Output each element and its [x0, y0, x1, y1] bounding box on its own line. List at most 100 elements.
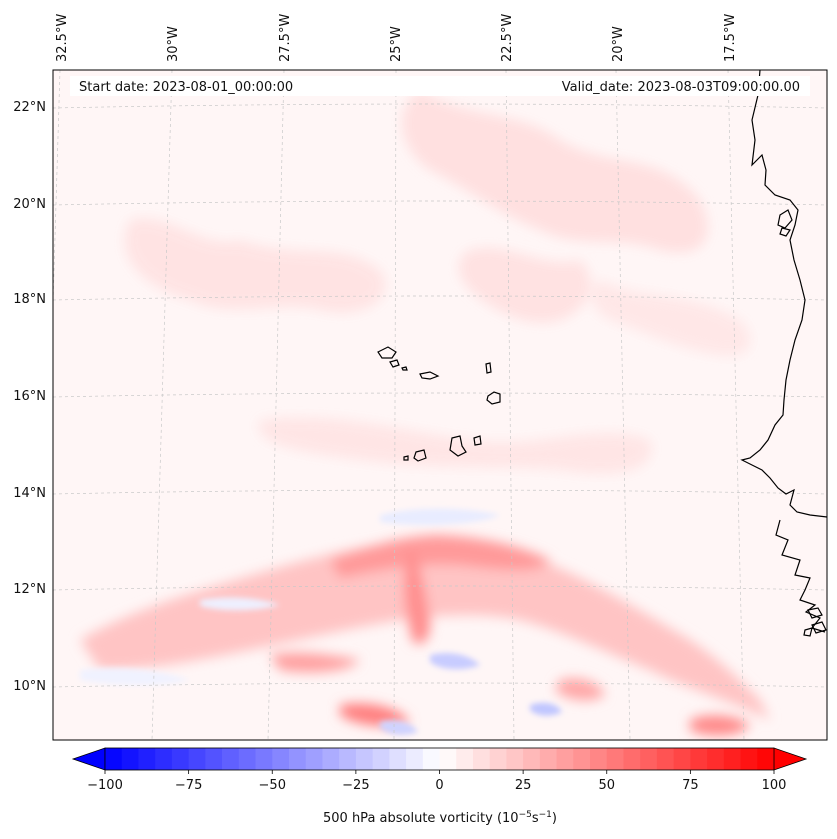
- colorbar-tick-label: −75: [175, 778, 202, 793]
- latitude-labels: 22°N 20°N 18°N 16°N 14°N 12°N 10°N: [13, 100, 46, 694]
- island-boa-vista: [486, 391, 501, 405]
- coast-island-b: [779, 227, 791, 237]
- colorbar-step: [188, 748, 206, 770]
- meridian-17.5W: [727, 70, 745, 740]
- colorbar-step: [121, 748, 139, 770]
- colorbar-step: [573, 748, 591, 770]
- island-santo-antao: [377, 346, 397, 359]
- colorbar-step: [707, 748, 725, 770]
- colorbar-step: [590, 748, 608, 770]
- colorbar-step: [556, 748, 574, 770]
- colorbar-step: [472, 748, 491, 770]
- lon-label: 30°W: [166, 26, 181, 62]
- colorbar-step: [389, 748, 407, 770]
- coastlines: [377, 70, 827, 637]
- meridian-27.5W: [267, 70, 285, 740]
- colorbar-step: [288, 748, 307, 770]
- colorbar-tick-label: 25: [515, 778, 532, 793]
- colorbar-step: [439, 748, 457, 770]
- colorbar-step: [355, 748, 374, 770]
- lon-label: 17.5°W: [723, 14, 738, 62]
- colorbar-step: [506, 748, 524, 770]
- colorbar-step: [606, 748, 624, 770]
- colorbar-step: [523, 748, 541, 770]
- start-date-label: Start date: 2023-08-01_00:00:00: [79, 80, 293, 95]
- bijagos-island-a: [807, 607, 823, 619]
- colorbar-tick-label: 75: [682, 778, 699, 793]
- colorbar-step: [222, 748, 240, 770]
- lat-label: 22°N: [13, 100, 46, 115]
- lon-label: 27.5°W: [278, 14, 293, 62]
- colorbar-step: [339, 748, 357, 770]
- colorbar-tick-label: −50: [259, 778, 286, 793]
- lat-label: 14°N: [13, 486, 46, 501]
- colorbar-step: [305, 748, 323, 770]
- lon-label: 20°W: [611, 26, 626, 62]
- colorbar-step: [372, 748, 390, 770]
- map-panel: Start date: 2023-08-01_00:00:00 Valid_da…: [53, 70, 827, 740]
- meridian-20W: [615, 70, 631, 740]
- island-fogo: [413, 449, 427, 462]
- parallel-14N: [53, 489, 827, 495]
- longitude-labels: 32.5°W 30°W 27.5°W 25°W 22.5°W 20°W 17.5…: [55, 14, 738, 62]
- lon-label: 22.5°W: [500, 14, 515, 62]
- map-frame: [52, 69, 828, 741]
- colorbar-ticks: −100 −75 −50 −25 0 25 50 75 100: [87, 770, 786, 793]
- lon-label: 32.5°W: [55, 14, 70, 62]
- colorbar-step: [456, 748, 474, 770]
- colorbar-step: [205, 748, 223, 770]
- colorbar-step: [255, 748, 273, 770]
- colorbar: −100 −75 −50 −25 0 25 50 75 100 500 hPa absolute…: [71, 747, 808, 826]
- parallel-16N: [53, 392, 827, 398]
- island-brava: [403, 455, 409, 461]
- lat-label: 18°N: [13, 292, 46, 307]
- colorbar-step: [105, 748, 123, 770]
- parallel-12N: [53, 585, 827, 591]
- parallel-20N: [53, 200, 827, 206]
- colorbar-step: [673, 748, 691, 770]
- lat-label: 10°N: [13, 679, 46, 694]
- coast-island-a: [777, 209, 793, 229]
- parallel-10N: [53, 682, 827, 688]
- valid-date-label: Valid_date: 2023-08-03T09:00:00.00: [562, 80, 800, 95]
- colorbar-step: [740, 748, 758, 770]
- colorbar-step: [656, 748, 675, 770]
- colorbar-tick-label: 50: [598, 778, 615, 793]
- guinea-coastline: [775, 519, 826, 633]
- vorticity-negative-patches: [80, 508, 562, 735]
- colorbar-step: [171, 748, 190, 770]
- bijagos-island-b: [811, 621, 827, 634]
- colorbar-max-extend: [773, 747, 808, 771]
- colorbar-step: [422, 748, 440, 770]
- colorbar-title: 500 hPa absolute vorticity (10−5s−1): [323, 810, 557, 826]
- colorbar-step: [272, 748, 290, 770]
- island-sao-vicente: [389, 359, 400, 368]
- colorbar-step: [640, 748, 658, 770]
- graticule: [53, 70, 827, 740]
- colorbar-tick-label: 0: [435, 778, 443, 793]
- colorbar-tick-label: −100: [87, 778, 123, 793]
- meridian-25W: [393, 70, 397, 740]
- colorbar-step: [322, 748, 340, 770]
- island-santiago: [449, 435, 467, 457]
- colorbar-step: [489, 748, 507, 770]
- parallel-18N: [53, 295, 827, 301]
- island-sao-nicolau: [419, 371, 440, 380]
- colorbar-step: [539, 748, 557, 770]
- info-band: [70, 76, 810, 96]
- colorbar-step: [406, 748, 424, 770]
- colorbar-tick-label: 100: [762, 778, 787, 793]
- vorticity-arc: [80, 535, 770, 736]
- vorticity-field-broad: [124, 90, 751, 474]
- lat-label: 12°N: [13, 582, 46, 597]
- africa-coastline: [740, 70, 827, 518]
- lat-label: 16°N: [13, 389, 46, 404]
- island-sal: [485, 362, 492, 374]
- colorbar-step: [155, 748, 173, 770]
- colorbar-step: [690, 748, 708, 770]
- bijagos-island-c: [803, 627, 813, 637]
- colorbar-tick-label: −25: [342, 778, 369, 793]
- meridian-30W: [151, 70, 173, 740]
- colorbar-step: [238, 748, 256, 770]
